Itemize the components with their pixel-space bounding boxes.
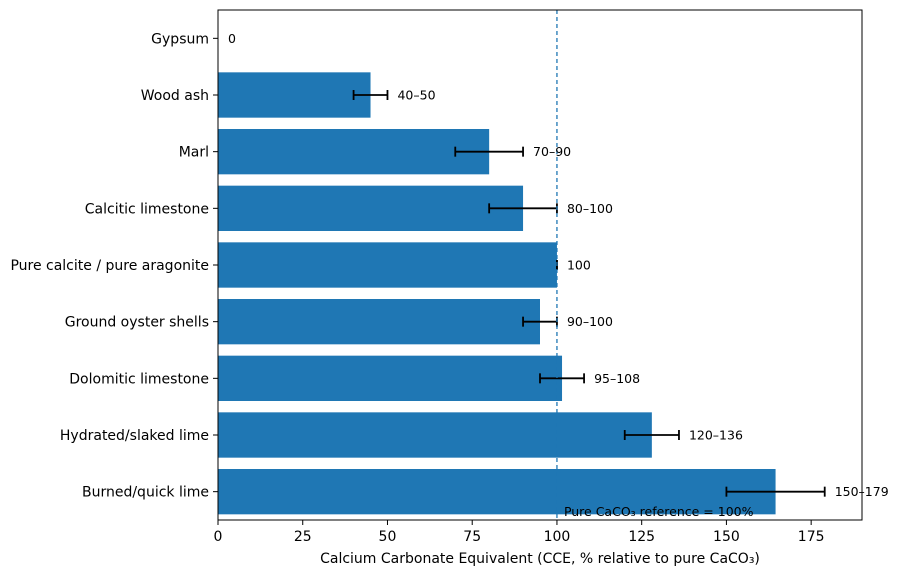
x-tick-label: 100 bbox=[544, 529, 571, 545]
data-label: 80–100 bbox=[567, 201, 613, 216]
error-bar bbox=[623, 430, 680, 440]
bar bbox=[218, 185, 524, 231]
x-tick-label: 50 bbox=[379, 529, 397, 545]
category-label: Pure calcite / pure aragonite bbox=[10, 258, 209, 274]
data-label: 95–108 bbox=[594, 371, 640, 386]
category-label: Burned/quick lime bbox=[82, 485, 209, 501]
data-label: 70–90 bbox=[533, 144, 571, 159]
error-bar bbox=[352, 90, 389, 100]
error-bar bbox=[725, 486, 826, 497]
x-axis-title: Calcium Carbonate Equivalent (CCE, % rel… bbox=[320, 551, 760, 567]
x-ticks-layer: 0 25 50 75 100 125 150 175 bbox=[214, 520, 825, 545]
data-label: 90–100 bbox=[567, 314, 613, 329]
data-label: 0 bbox=[228, 31, 236, 46]
category-label: Calcitic limestone bbox=[85, 201, 209, 217]
category-label: Dolomitic limestone bbox=[69, 371, 209, 387]
error-bar bbox=[539, 373, 585, 384]
data-label: 120–136 bbox=[689, 428, 743, 443]
x-tick-label: 0 bbox=[214, 529, 223, 545]
x-tick-label: 175 bbox=[798, 529, 825, 545]
error-bar bbox=[454, 146, 524, 157]
data-label: 40–50 bbox=[397, 88, 435, 103]
bar bbox=[218, 355, 563, 401]
x-tick-label: 125 bbox=[628, 529, 655, 545]
x-tick-label: 25 bbox=[294, 529, 312, 545]
data-label: 100 bbox=[567, 258, 591, 273]
category-labels-layer: Gypsum Wood ash Marl Calcitic limestone Pure… bbox=[10, 31, 218, 501]
bars-layer bbox=[218, 72, 776, 515]
category-label: Marl bbox=[179, 145, 209, 161]
x-tick-label: 75 bbox=[463, 529, 481, 545]
plot-frame bbox=[217, 9, 863, 521]
bar bbox=[218, 129, 490, 175]
category-label: Ground oyster shells bbox=[65, 315, 209, 331]
bar bbox=[218, 299, 540, 345]
x-tick-label: 150 bbox=[713, 529, 740, 545]
bar bbox=[218, 412, 652, 458]
category-label: Gypsum bbox=[151, 31, 209, 47]
bar bbox=[218, 242, 557, 288]
bar bbox=[218, 469, 776, 515]
category-label: Wood ash bbox=[141, 88, 209, 104]
category-label: Hydrated/slaked lime bbox=[60, 428, 209, 444]
bar bbox=[218, 72, 371, 118]
reference-line-label: Pure CaCO₃ reference = 100% bbox=[564, 504, 754, 519]
